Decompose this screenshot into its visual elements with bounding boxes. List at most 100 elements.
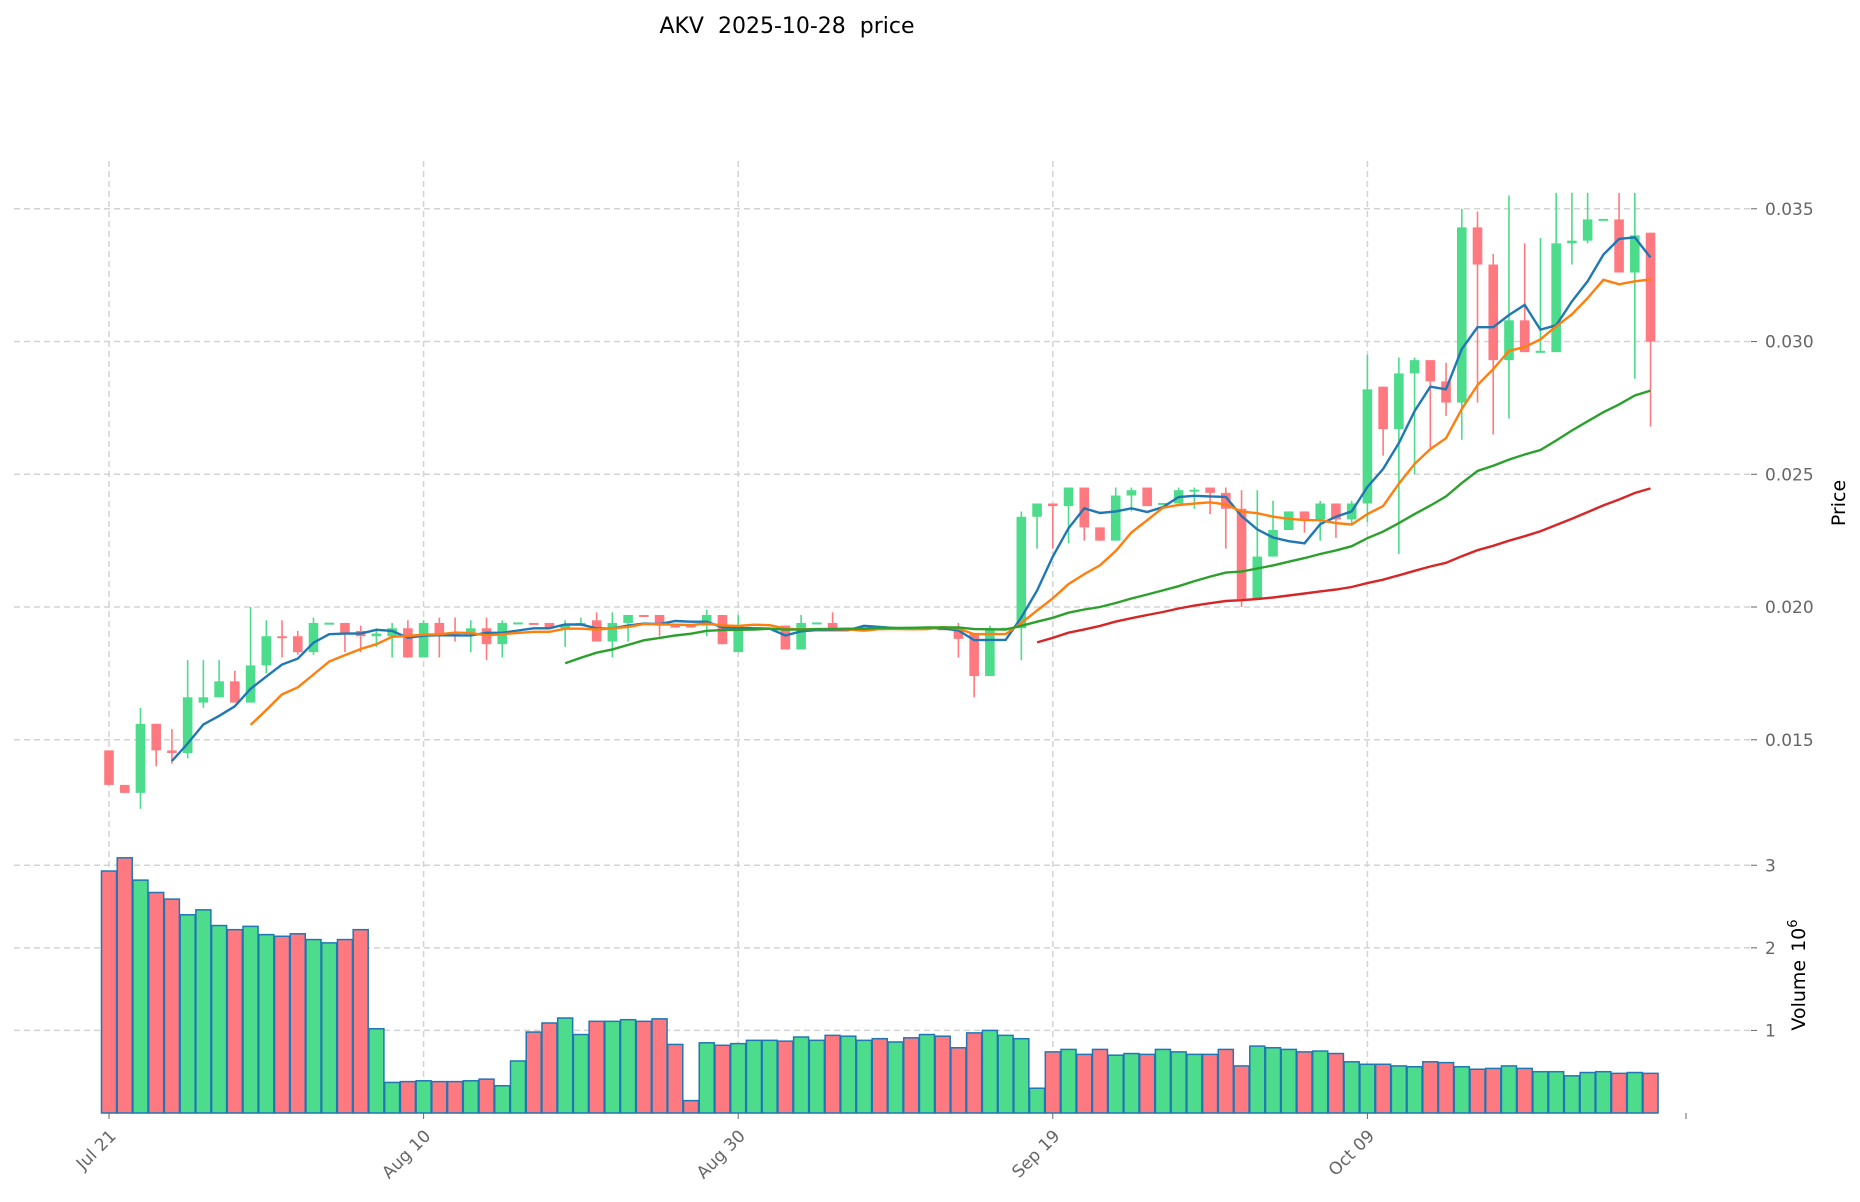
volume-bar — [1060, 1048, 1077, 1114]
candle — [1630, 192, 1640, 379]
ma10-line — [249, 278, 1651, 726]
candle-body — [1158, 502, 1168, 505]
volume-bar — [761, 1039, 778, 1114]
volume-bar — [635, 1020, 653, 1114]
candle-body — [434, 622, 445, 634]
volume-bar — [1296, 1051, 1313, 1114]
candle-body — [969, 633, 979, 677]
volume-bar — [1484, 1067, 1502, 1114]
candle-body — [1315, 503, 1326, 520]
candle-body — [560, 625, 570, 629]
volume-bar — [1044, 1051, 1062, 1114]
candle-body — [1378, 386, 1388, 430]
candle — [591, 612, 602, 642]
candle-body — [1519, 320, 1530, 353]
volume-bar — [651, 1018, 668, 1114]
volume-bar — [1138, 1053, 1156, 1114]
volume-bar — [1359, 1063, 1376, 1114]
candle — [1567, 192, 1577, 265]
candle — [1158, 502, 1168, 505]
volume-bar — [1453, 1066, 1471, 1114]
candle — [1614, 192, 1624, 273]
volume-bar — [352, 928, 369, 1114]
volume-bar — [273, 935, 291, 1114]
volume-bar — [195, 909, 212, 1114]
candle-body — [1252, 556, 1263, 600]
candle-body — [340, 622, 350, 634]
volume-bar — [1233, 1065, 1250, 1114]
volume-bar — [777, 1040, 794, 1114]
candle — [418, 620, 429, 658]
candle-body — [308, 622, 319, 653]
candle-body — [1268, 530, 1278, 557]
volume-bar — [147, 891, 165, 1114]
candle — [450, 617, 460, 642]
candle-body — [701, 614, 712, 626]
candle-body — [654, 614, 665, 626]
candle-body — [1630, 235, 1640, 273]
candle — [654, 614, 665, 637]
volume-bar — [415, 1080, 432, 1114]
candle — [324, 622, 335, 625]
candle — [151, 723, 161, 767]
candle — [1504, 195, 1514, 419]
volume-bar — [824, 1034, 841, 1114]
candle-body — [639, 614, 649, 617]
candle-body — [985, 628, 995, 677]
volume-bar — [871, 1037, 889, 1114]
candle — [1519, 243, 1530, 353]
volume-axis-exponent: 6 — [1786, 919, 1801, 927]
volume-bar — [1123, 1052, 1140, 1114]
volume-bar — [1076, 1053, 1093, 1114]
candle — [230, 670, 240, 703]
candle — [1236, 490, 1247, 608]
volume-bar — [1170, 1051, 1187, 1114]
candle-body — [1535, 350, 1546, 353]
candle — [1535, 237, 1546, 353]
candle-body — [812, 622, 822, 625]
volume-bar — [242, 925, 259, 1114]
candle-body — [198, 697, 209, 703]
candle-body — [135, 723, 146, 793]
candle — [1362, 354, 1373, 523]
volume-bar — [336, 938, 354, 1114]
candle — [1095, 527, 1105, 541]
date-tick-label: Aug 10 — [378, 1126, 435, 1183]
candle — [1456, 208, 1467, 440]
candle — [1142, 487, 1152, 507]
volume-bar — [446, 1080, 464, 1114]
ma30-line — [564, 389, 1651, 665]
volume-bar — [1563, 1075, 1581, 1114]
volume-bar — [682, 1099, 700, 1114]
candle-body — [1299, 511, 1310, 520]
date-tick-label: Oct 09 — [1325, 1126, 1379, 1180]
volume-tick-label: 3 — [1765, 856, 1776, 876]
candle — [1409, 357, 1420, 475]
candle-body — [465, 628, 476, 634]
volume-bar — [1516, 1067, 1533, 1114]
volume-bar — [997, 1034, 1014, 1114]
candle — [104, 750, 114, 785]
candle-body — [292, 636, 303, 653]
volume-bar — [572, 1033, 590, 1114]
candle — [513, 622, 523, 625]
volume-bar — [902, 1037, 920, 1114]
volume-bar — [1154, 1048, 1172, 1114]
volume-bar — [100, 870, 118, 1114]
candle-body — [1110, 495, 1121, 541]
candle — [1645, 232, 1656, 427]
volume-bar — [258, 933, 275, 1114]
candle-body — [1394, 373, 1404, 430]
volume-bar — [792, 1036, 810, 1114]
candle-body — [324, 622, 335, 625]
candle — [1063, 487, 1074, 544]
candle — [1472, 211, 1483, 403]
volume-bar — [226, 928, 244, 1114]
candle-body — [1095, 527, 1105, 541]
volume-bar — [509, 1060, 527, 1114]
volume-bar — [1186, 1053, 1203, 1114]
candle — [1283, 511, 1294, 531]
volume-bar — [604, 1020, 621, 1114]
volume-bar — [494, 1084, 511, 1114]
candle-body — [670, 625, 681, 628]
